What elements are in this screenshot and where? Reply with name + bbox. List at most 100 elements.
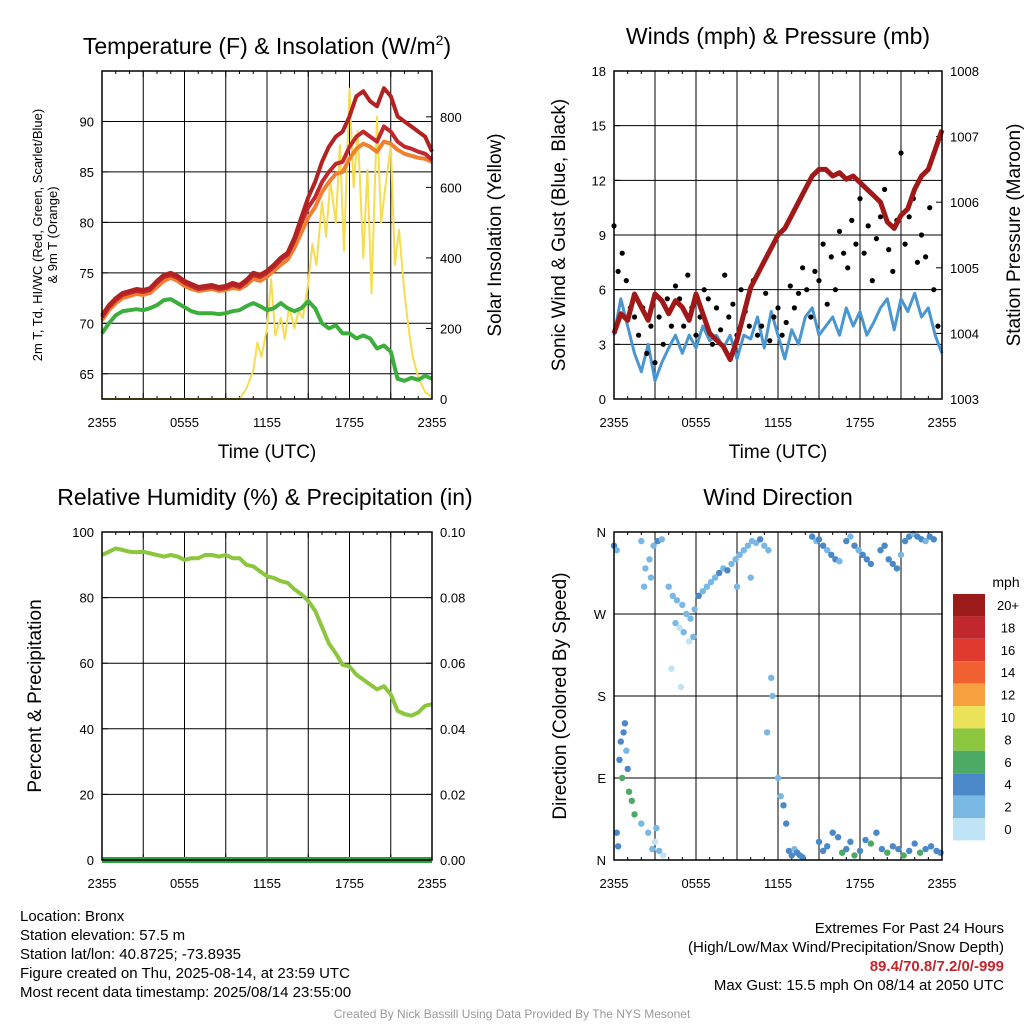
wind-direction-point (668, 665, 675, 672)
wind-direction-point (621, 720, 629, 727)
wind-direction-point (765, 547, 772, 554)
colorbar-label: 2 (1004, 800, 1011, 815)
wind-direction-point (616, 756, 623, 763)
wind-direction-point (647, 574, 655, 581)
sonic-wind-line (612, 291, 944, 383)
wind-direction-point (884, 849, 891, 856)
wind-direction-point (901, 537, 909, 545)
temp-x-tick-label: 1755 (335, 415, 364, 430)
wind-direction-point (690, 633, 697, 640)
wind-direction-point (614, 843, 622, 850)
gust-point (886, 247, 892, 253)
wind-direction-point (699, 588, 706, 595)
colorbar-label: 6 (1004, 755, 1011, 770)
rh-x-tick-label: 1755 (335, 876, 364, 891)
wind-direction-point (893, 565, 901, 572)
gust-point (648, 323, 654, 329)
colorbar-swatch (953, 795, 985, 818)
dir-y-tick-label: N (597, 525, 606, 540)
gust-point (869, 278, 875, 284)
wind-direction-point (916, 849, 924, 856)
rh-x-tick-label: 2355 (88, 876, 117, 891)
rh-y-right-tick-label: 0.04 (440, 722, 465, 737)
speed-colorbar: 20+ 18 16 14 12 10 8 6 4 2 0 (953, 594, 1019, 841)
winds-y-axis-label-right: Station Pressure (Maroon) (1004, 124, 1024, 347)
wind-direction-point (881, 542, 888, 549)
wind-y-right-tick-label: 1003 (950, 392, 979, 407)
wind-direction-point (747, 574, 754, 581)
rh-y-right-tick-label: 0.10 (440, 525, 465, 540)
wind-direction-point (809, 533, 816, 540)
temperature-y-axis-label-left-2: & 9m T (Orange) (45, 186, 60, 283)
wind-direction-point (658, 536, 665, 543)
wind-direction-point (744, 542, 752, 549)
gust-point (898, 150, 904, 156)
temp-y-tick-label: 75 (80, 266, 94, 281)
wind-direction-point (703, 583, 711, 590)
wind-direction-point (732, 556, 739, 563)
station-pressure-line (611, 129, 945, 363)
gust-point (935, 323, 941, 329)
temp-y-right-tick-label: 600 (440, 180, 462, 195)
humidity-y-axis-label-left: Percent & Precipitation (25, 599, 46, 792)
extremes-title: Extremes For Past 24 Hours (814, 920, 1004, 937)
wind-direction-point (728, 560, 735, 568)
wind-direction-point (799, 854, 806, 861)
gust-point (808, 314, 814, 320)
wind-direction-point (815, 536, 823, 543)
wind-direction-point (815, 838, 823, 845)
colorbar-swatch (953, 706, 985, 729)
station-location: Location: Bronx (20, 908, 125, 925)
colorbar-label: 8 (1004, 732, 1011, 747)
rh-y-right-tick-label: 0.02 (440, 787, 465, 802)
temp-y-tick-label: 65 (80, 367, 94, 382)
wind-y-tick-label: 12 (592, 173, 606, 188)
dir-x-tick-label: 0555 (682, 876, 711, 891)
gust-point (746, 323, 752, 329)
temp-x-tick-label: 2355 (88, 415, 117, 430)
wind-direction-point (863, 556, 870, 563)
gust-point (787, 283, 793, 289)
gust-point (759, 323, 765, 329)
wind-direction-point (631, 811, 638, 818)
max-gust: Max Gust: 15.5 mph On 08/14 at 2050 UTC (713, 977, 1004, 994)
wind-direction-point (847, 533, 854, 540)
wind-direction-point (819, 542, 827, 549)
gust-point (779, 332, 785, 338)
wind-direction-point (829, 829, 836, 836)
gust-point (914, 259, 921, 265)
wind-direction-point (740, 547, 747, 554)
wind-direction-point (877, 547, 884, 554)
wind-direction-point (752, 539, 760, 547)
wind-direction-point (665, 583, 672, 590)
rh-y-tick-label: 80 (80, 591, 94, 606)
temp-x-tick-label: 0555 (170, 415, 199, 430)
temperature-y-axis-label-left: 2m T, Td, HI/WC (Red, Green, Scarlet/Blu… (30, 109, 45, 361)
wind-direction-point (824, 843, 831, 850)
dewpoint-line (100, 297, 433, 383)
wind-direction-point (828, 551, 835, 558)
gust-point (890, 268, 896, 274)
gust-point (668, 323, 675, 329)
station-elevation: Station elevation: 57.5 m (20, 927, 186, 944)
rh-y-right-tick-label: 0.08 (440, 591, 465, 606)
gust-point (931, 287, 937, 293)
gust-point (841, 250, 847, 256)
temp-y-tick-label: 85 (80, 165, 94, 180)
gust-point (709, 341, 716, 347)
wind-direction-point (651, 838, 659, 845)
wind-direction-point (642, 565, 649, 572)
temp-y-tick-label: 70 (80, 316, 94, 331)
gust-point (763, 290, 769, 296)
gust-point (685, 272, 691, 278)
wind-direction-point (927, 843, 935, 850)
colorbar-label: 10 (1001, 710, 1015, 725)
wind-direction-point (624, 765, 631, 773)
temperature-9m-line (100, 139, 433, 322)
colorbar-label: 0 (1004, 822, 1011, 837)
wind-direction-point (867, 840, 875, 847)
wind-direction-point (895, 845, 902, 853)
gust-point (738, 287, 744, 293)
rh-plot-border (101, 531, 433, 861)
